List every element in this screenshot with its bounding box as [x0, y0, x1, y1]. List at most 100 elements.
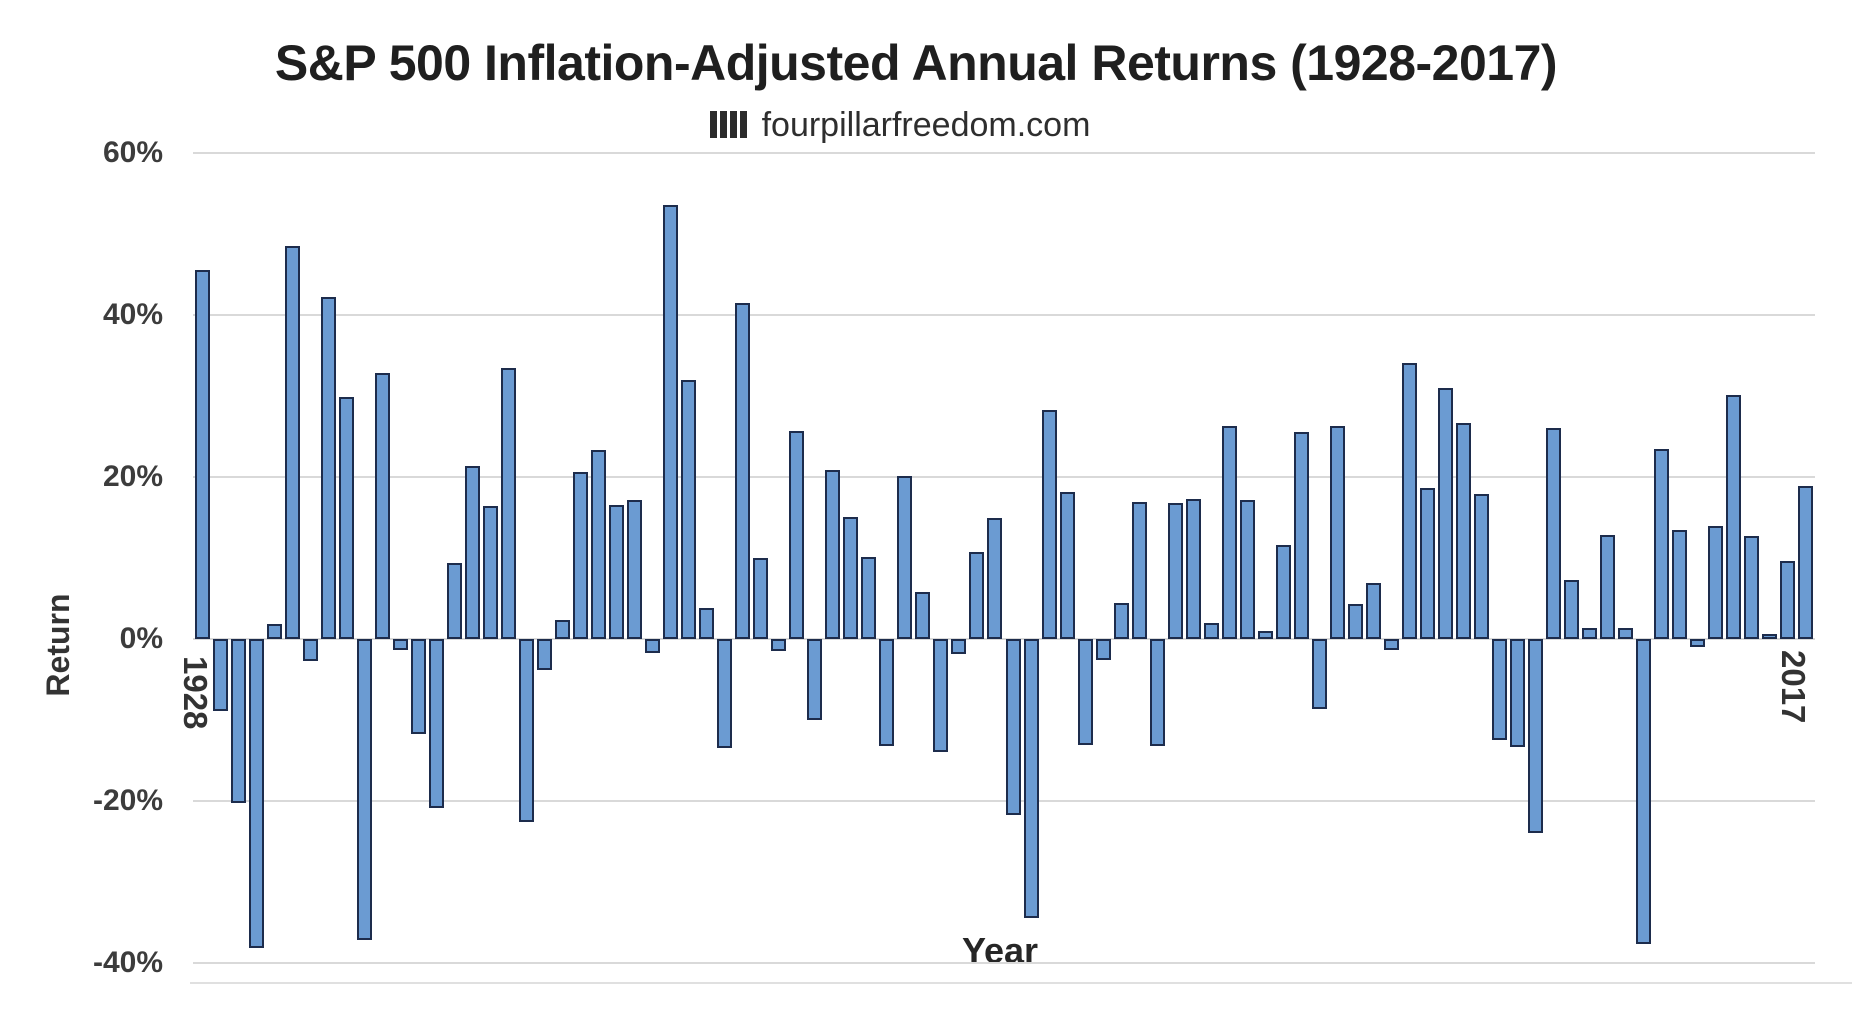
gridline--20%: [193, 800, 1815, 802]
bar-2016: [1780, 561, 1796, 639]
bar-1952: [627, 500, 643, 639]
bar-2008: [1636, 639, 1652, 944]
bar-1963: [825, 469, 841, 639]
bar-1995: [1402, 362, 1417, 639]
x-tick-label-last-year: 2017: [1775, 650, 1812, 724]
bar-1983: [1185, 498, 1201, 639]
bar-1935: [320, 297, 336, 639]
bar-1966: [879, 639, 895, 746]
chart-subtitle: fourpillarfreedom.com: [0, 106, 1800, 147]
bar-1974: [1023, 639, 1039, 919]
bar-1951: [609, 505, 625, 639]
subtitle-source-text: fourpillarfreedom.com: [761, 106, 1091, 144]
bar-1970: [951, 639, 967, 654]
bar-1939: [392, 639, 408, 651]
bar-1984: [1203, 622, 1219, 639]
bar-1981: [1149, 639, 1165, 746]
bar-1999: [1474, 494, 1490, 639]
x-tick-label-first-year: 1928: [177, 656, 214, 730]
bar-1955: [681, 379, 697, 639]
bar-1989: [1293, 432, 1309, 639]
bar-1979: [1113, 602, 1129, 639]
bar-1978: [1095, 639, 1111, 661]
bar-2014: [1744, 536, 1760, 639]
bar-1982: [1167, 502, 1183, 639]
bar-2003: [1546, 427, 1562, 639]
x-axis-title: Year: [961, 930, 1039, 971]
bar-1961: [789, 430, 805, 639]
bar-2005: [1582, 627, 1598, 639]
bar-1936: [338, 396, 354, 639]
bar-1977: [1077, 639, 1093, 746]
bar-1953: [645, 639, 661, 653]
bar-1994: [1383, 639, 1399, 650]
y-tick-label--20%: -20%: [92, 784, 163, 817]
bar-2002: [1528, 639, 1544, 833]
bar-1968: [915, 592, 931, 639]
bar-1967: [897, 476, 913, 639]
bar-2015: [1762, 634, 1778, 639]
bar-1937: [356, 639, 372, 940]
bar-2009: [1654, 448, 1670, 639]
bar-1971: [969, 551, 985, 639]
y-tick-label--40%: -40%: [92, 946, 163, 979]
bar-1938: [374, 372, 390, 639]
bar-1969: [933, 639, 949, 753]
gridline-40%: [193, 314, 1815, 316]
bar-1988: [1275, 545, 1291, 639]
bar-2006: [1600, 534, 1616, 639]
bar-1934: [302, 639, 318, 661]
bar-1950: [591, 450, 606, 639]
bar-1933: [284, 246, 300, 639]
bar-1930: [230, 639, 246, 803]
bar-2011: [1690, 639, 1706, 648]
bar-1942: [446, 562, 462, 639]
bar-2012: [1708, 526, 1724, 639]
bar-1991: [1329, 425, 1345, 639]
bar-1985: [1221, 425, 1237, 639]
chart-bottom-border: [190, 982, 1852, 984]
bar-2010: [1672, 530, 1688, 639]
bar-1996: [1420, 488, 1436, 639]
bar-1962: [807, 639, 823, 720]
bar-1975: [1041, 409, 1057, 639]
bar-1976: [1059, 492, 1075, 639]
bar-2004: [1564, 579, 1580, 639]
bar-1980: [1131, 502, 1147, 639]
bar-1929: [212, 639, 228, 712]
bar-1998: [1456, 422, 1472, 639]
bar-1943: [464, 466, 480, 639]
y-tick-label-20%: 20%: [102, 460, 163, 493]
bar-1964: [843, 516, 859, 639]
bar-2007: [1618, 627, 1634, 639]
bar-1965: [861, 557, 877, 639]
bar-1931: [248, 639, 264, 948]
bar-1997: [1438, 387, 1454, 639]
y-tick-label-0%: 0%: [119, 622, 163, 655]
bar-1949: [572, 472, 588, 639]
bar-1992: [1347, 604, 1363, 639]
bar-1960: [771, 639, 787, 652]
bar-1958: [735, 302, 751, 639]
chart-title: S&P 500 Inflation-Adjusted Annual Return…: [274, 35, 1558, 91]
bar-1993: [1365, 583, 1381, 639]
bar-1932: [266, 623, 282, 639]
bar-1928: [194, 269, 210, 639]
y-tick-label-60%: 60%: [102, 136, 163, 169]
gridline-60%: [193, 152, 1815, 154]
bar-2001: [1510, 639, 1526, 747]
bar-1956: [699, 608, 715, 639]
bar-1972: [987, 518, 1003, 639]
bar-1987: [1257, 630, 1273, 639]
bar-2013: [1726, 395, 1742, 639]
bar-2017: [1798, 485, 1814, 639]
bar-1947: [536, 639, 552, 670]
bar-1948: [554, 619, 570, 639]
bar-1946: [518, 639, 534, 823]
bar-1954: [663, 204, 679, 639]
bar-2000: [1492, 639, 1508, 741]
bar-1945: [500, 368, 516, 639]
bar-1941: [428, 639, 444, 809]
gridline--40%: [193, 962, 1815, 964]
